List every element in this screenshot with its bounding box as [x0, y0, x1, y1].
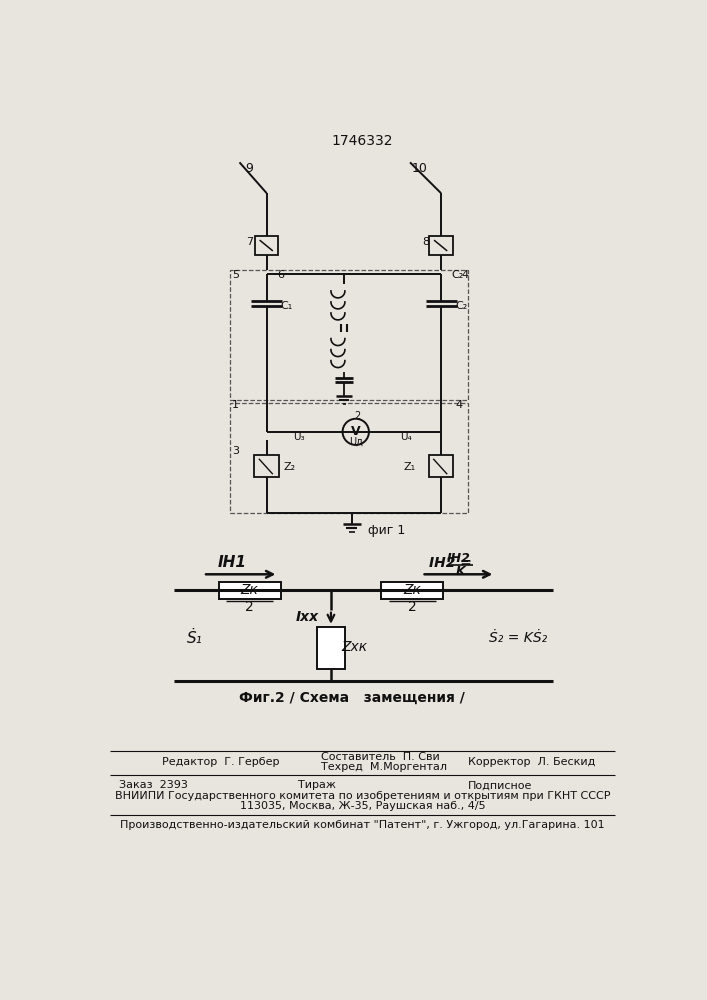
Text: Редактор  Г. Гербер: Редактор Г. Гербер: [162, 757, 279, 767]
Text: фиг 1: фиг 1: [368, 524, 405, 537]
Text: Ṡ₁: Ṡ₁: [187, 631, 202, 646]
Text: Составитель  П. Сви: Составитель П. Сви: [321, 752, 440, 762]
Circle shape: [343, 419, 369, 445]
Text: 9: 9: [245, 162, 252, 175]
Text: 7: 7: [246, 237, 253, 247]
Text: Тираж: Тираж: [298, 780, 336, 790]
Text: ВНИИПИ Государственного комитета по изобретениям и открытиям при ГКНТ СССР: ВНИИПИ Государственного комитета по изоб…: [115, 791, 610, 801]
Text: IН1: IН1: [217, 555, 246, 570]
Text: Zк: Zк: [240, 583, 259, 597]
Text: 8: 8: [423, 237, 430, 247]
Text: 2: 2: [245, 600, 254, 614]
Bar: [255, 455, 279, 477]
Text: Iхх: Iхх: [296, 610, 320, 624]
Text: C₂: C₂: [456, 301, 468, 311]
Text: 5: 5: [232, 270, 239, 280]
Text: Zк: Zк: [404, 583, 421, 597]
Text: Техред  М.Моргентал: Техред М.Моргентал: [321, 762, 447, 772]
Text: Z₂: Z₂: [284, 462, 296, 472]
Text: 1746332: 1746332: [331, 134, 392, 148]
Text: 6: 6: [277, 270, 284, 280]
Text: Заказ  2393: Заказ 2393: [119, 780, 188, 790]
Text: IН2 =: IН2 =: [429, 556, 472, 570]
Text: U₄: U₄: [400, 432, 412, 442]
Text: Ṡ₂ = KṠ₂: Ṡ₂ = KṠ₂: [489, 631, 548, 645]
Text: 4: 4: [455, 400, 462, 410]
Text: Zхк: Zхк: [341, 640, 367, 654]
Bar: [429, 235, 452, 255]
Text: V: V: [351, 425, 361, 438]
Text: 2: 2: [408, 600, 416, 614]
Text: 10: 10: [412, 162, 428, 175]
Text: Производственно-издательский комбинат "Патент", г. Ужгород, ул.Гагарина. 101: Производственно-издательский комбинат "П…: [120, 820, 605, 830]
Text: K: K: [455, 565, 465, 578]
Text: 1: 1: [232, 400, 239, 410]
Text: 2: 2: [354, 411, 361, 421]
Bar: [317, 627, 345, 669]
Bar: [255, 235, 279, 255]
Text: C₂: C₂: [451, 270, 463, 280]
Text: 4: 4: [462, 270, 469, 280]
Text: Фиг.2 / Схема   замещения /: Фиг.2 / Схема замещения /: [239, 690, 464, 704]
Bar: [428, 455, 453, 477]
Text: Подписное: Подписное: [468, 780, 532, 790]
Bar: [230, 270, 468, 400]
Bar: [230, 403, 468, 513]
Text: 3: 3: [232, 446, 239, 456]
Text: Корректор  Л. Бескид: Корректор Л. Бескид: [468, 757, 595, 767]
Bar: [218, 582, 281, 599]
Text: IН2: IН2: [447, 552, 471, 565]
Text: 113035, Москва, Ж-35, Раушская наб., 4/5: 113035, Москва, Ж-35, Раушская наб., 4/5: [240, 801, 486, 811]
Bar: [381, 582, 443, 599]
Text: C₁: C₁: [281, 301, 293, 311]
Text: Uд: Uд: [349, 437, 363, 447]
Text: Z₁: Z₁: [403, 462, 416, 472]
Text: U₃: U₃: [293, 432, 305, 442]
